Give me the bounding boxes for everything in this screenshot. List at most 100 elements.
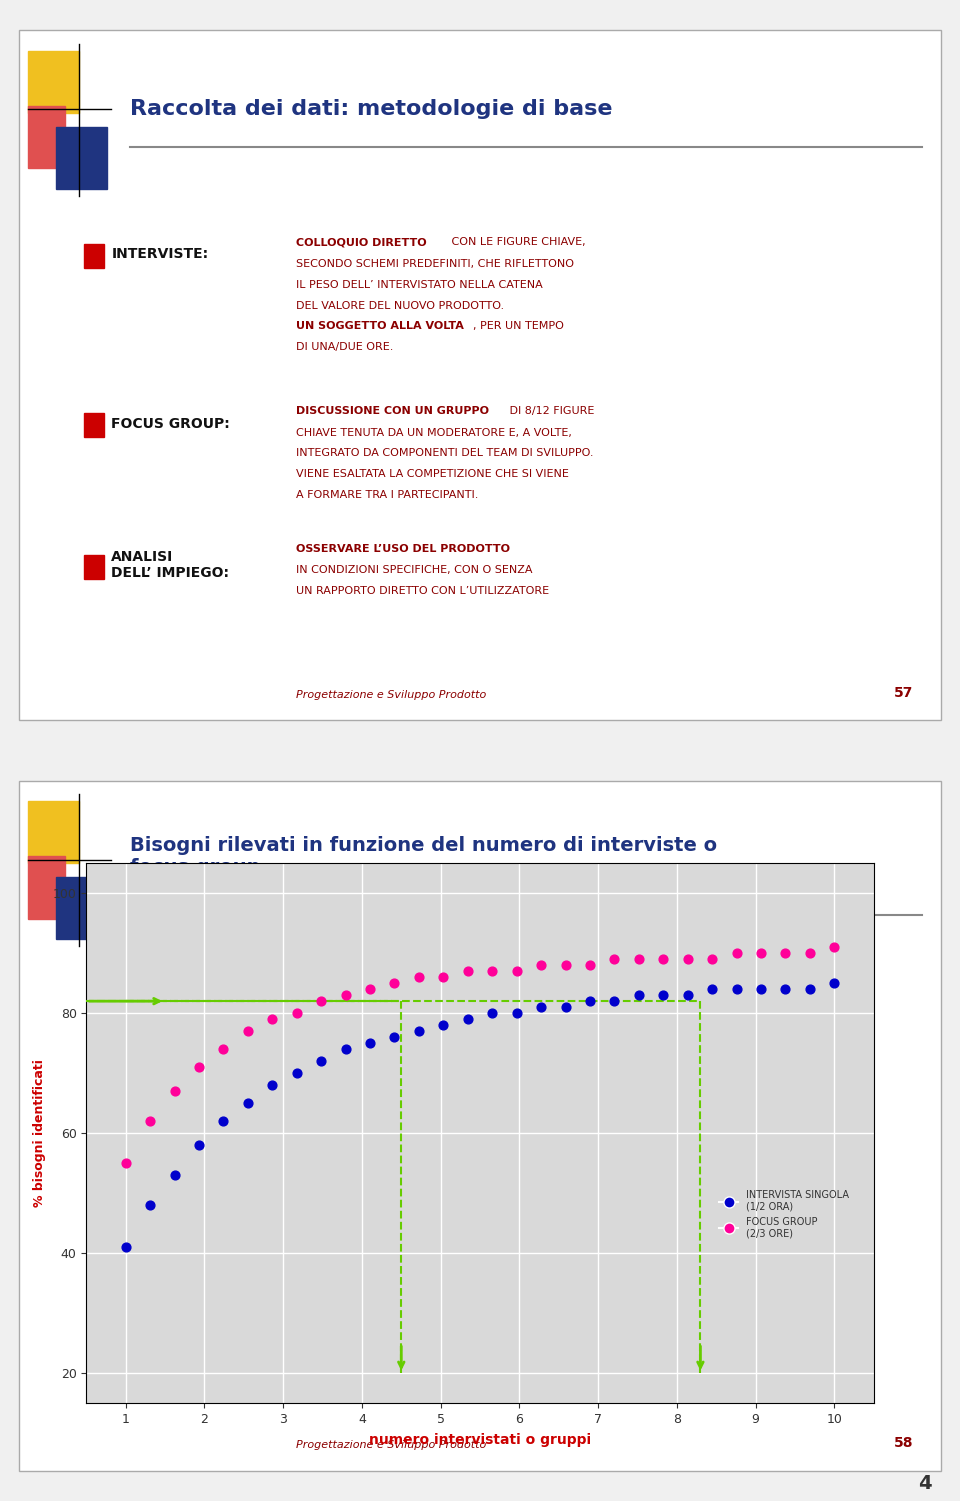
Point <box>216 1109 231 1133</box>
Point <box>729 941 744 965</box>
Point <box>558 995 573 1019</box>
Point <box>705 977 720 1001</box>
Point <box>485 1001 500 1025</box>
Point <box>240 1019 255 1043</box>
Point <box>680 983 695 1007</box>
Point <box>289 1001 304 1025</box>
Point <box>754 977 769 1001</box>
Text: Raccolta dei dati: metodologie di base: Raccolta dei dati: metodologie di base <box>130 99 612 119</box>
Text: ANALISI
DELL’ IMPIEGO:: ANALISI DELL’ IMPIEGO: <box>111 549 229 581</box>
Point <box>118 1235 133 1259</box>
Point <box>631 983 646 1007</box>
Bar <box>29 107 65 168</box>
Point <box>729 977 744 1001</box>
Bar <box>29 857 65 919</box>
Point <box>754 941 769 965</box>
Text: IL PESO DELL’ INTERVISTATO NELLA CATENA: IL PESO DELL’ INTERVISTATO NELLA CATENA <box>296 281 542 290</box>
FancyBboxPatch shape <box>19 30 941 720</box>
Text: IN CONDIZIONI SPECIFICHE, CON O SENZA: IN CONDIZIONI SPECIFICHE, CON O SENZA <box>296 564 532 575</box>
Point <box>314 989 329 1013</box>
Point <box>558 953 573 977</box>
Point <box>142 1109 157 1133</box>
Point <box>338 983 353 1007</box>
Text: 4: 4 <box>918 1474 931 1493</box>
Text: DI UNA/DUE ORE.: DI UNA/DUE ORE. <box>296 342 393 353</box>
Bar <box>56 126 107 189</box>
Point <box>607 947 622 971</box>
Point <box>142 1193 157 1217</box>
Bar <box>29 802 79 863</box>
Text: A FORMARE TRA I PARTECIPANTI.: A FORMARE TRA I PARTECIPANTI. <box>296 489 478 500</box>
Point <box>778 941 793 965</box>
Point <box>827 935 842 959</box>
Text: UN SOGGETTO ALLA VOLTA: UN SOGGETTO ALLA VOLTA <box>296 321 464 332</box>
Text: OSSERVARE L’USO DEL PRODOTTO: OSSERVARE L’USO DEL PRODOTTO <box>296 545 510 554</box>
Point <box>411 965 426 989</box>
Point <box>216 1037 231 1061</box>
X-axis label: numero intervistati o gruppi: numero intervistati o gruppi <box>369 1433 591 1447</box>
Point <box>167 1163 182 1187</box>
Text: VIENE ESALTATA LA COMPETIZIONE CHE SI VIENE: VIENE ESALTATA LA COMPETIZIONE CHE SI VI… <box>296 470 568 479</box>
Bar <box>84 413 104 437</box>
Point <box>656 947 671 971</box>
Point <box>583 953 598 977</box>
Text: CHIAVE TENUTA DA UN MODERATORE E, A VOLTE,: CHIAVE TENUTA DA UN MODERATORE E, A VOLT… <box>296 428 571 438</box>
Point <box>338 1037 353 1061</box>
Text: , PER UN TEMPO: , PER UN TEMPO <box>472 321 564 332</box>
Legend: INTERVISTA SINGOLA
(1/2 ORA), FOCUS GROUP
(2/3 ORE): INTERVISTA SINGOLA (1/2 ORA), FOCUS GROU… <box>715 1186 853 1243</box>
Text: 58: 58 <box>894 1436 913 1450</box>
Point <box>534 995 549 1019</box>
Point <box>509 959 524 983</box>
Text: CON LE FIGURE CHIAVE,: CON LE FIGURE CHIAVE, <box>447 237 586 248</box>
Point <box>362 977 377 1001</box>
Bar <box>84 555 104 579</box>
Text: SECONDO SCHEMI PREDEFINITI, CHE RIFLETTONO: SECONDO SCHEMI PREDEFINITI, CHE RIFLETTO… <box>296 260 574 269</box>
Point <box>387 971 402 995</box>
Point <box>460 959 475 983</box>
Point <box>705 947 720 971</box>
Point <box>265 1073 280 1097</box>
Point <box>191 1133 206 1157</box>
Point <box>314 1049 329 1073</box>
Text: FOCUS GROUP:: FOCUS GROUP: <box>111 417 230 431</box>
Point <box>485 959 500 983</box>
Text: DEL VALORE DEL NUOVO PRODOTTO.: DEL VALORE DEL NUOVO PRODOTTO. <box>296 300 504 311</box>
Point <box>362 1031 377 1055</box>
Point <box>289 1061 304 1085</box>
Text: Progettazione e Sviluppo Prodotto: Progettazione e Sviluppo Prodotto <box>296 690 486 699</box>
Point <box>803 941 818 965</box>
Text: Bisogni rilevati in funzione del numero di interviste o
focus group: Bisogni rilevati in funzione del numero … <box>130 836 717 877</box>
Y-axis label: % bisogni identificati: % bisogni identificati <box>33 1060 46 1207</box>
Text: UN RAPPORTO DIRETTO CON L’UTILIZZATORE: UN RAPPORTO DIRETTO CON L’UTILIZZATORE <box>296 585 549 596</box>
Point <box>778 977 793 1001</box>
Point <box>534 953 549 977</box>
Point <box>436 965 451 989</box>
Point <box>265 1007 280 1031</box>
Bar <box>29 51 79 113</box>
Point <box>167 1079 182 1103</box>
Point <box>436 1013 451 1037</box>
Point <box>827 971 842 995</box>
Text: DISCUSSIONE CON UN GRUPPO: DISCUSSIONE CON UN GRUPPO <box>296 407 489 416</box>
Point <box>680 947 695 971</box>
Text: 57: 57 <box>894 686 913 699</box>
Point <box>118 1151 133 1175</box>
Text: Progettazione e Sviluppo Prodotto: Progettazione e Sviluppo Prodotto <box>296 1441 486 1450</box>
Point <box>460 1007 475 1031</box>
Point <box>583 989 598 1013</box>
Text: DI 8/12 FIGURE: DI 8/12 FIGURE <box>506 407 594 416</box>
Bar <box>56 877 107 940</box>
Point <box>631 947 646 971</box>
Text: INTEGRATO DA COMPONENTI DEL TEAM DI SVILUPPO.: INTEGRATO DA COMPONENTI DEL TEAM DI SVIL… <box>296 449 593 458</box>
Text: COLLOQUIO DIRETTO: COLLOQUIO DIRETTO <box>296 237 426 248</box>
FancyBboxPatch shape <box>19 781 941 1471</box>
Point <box>411 1019 426 1043</box>
Point <box>387 1025 402 1049</box>
Bar <box>84 245 104 269</box>
Point <box>656 983 671 1007</box>
Point <box>240 1091 255 1115</box>
Point <box>509 1001 524 1025</box>
Point <box>191 1055 206 1079</box>
Point <box>607 989 622 1013</box>
Point <box>803 977 818 1001</box>
